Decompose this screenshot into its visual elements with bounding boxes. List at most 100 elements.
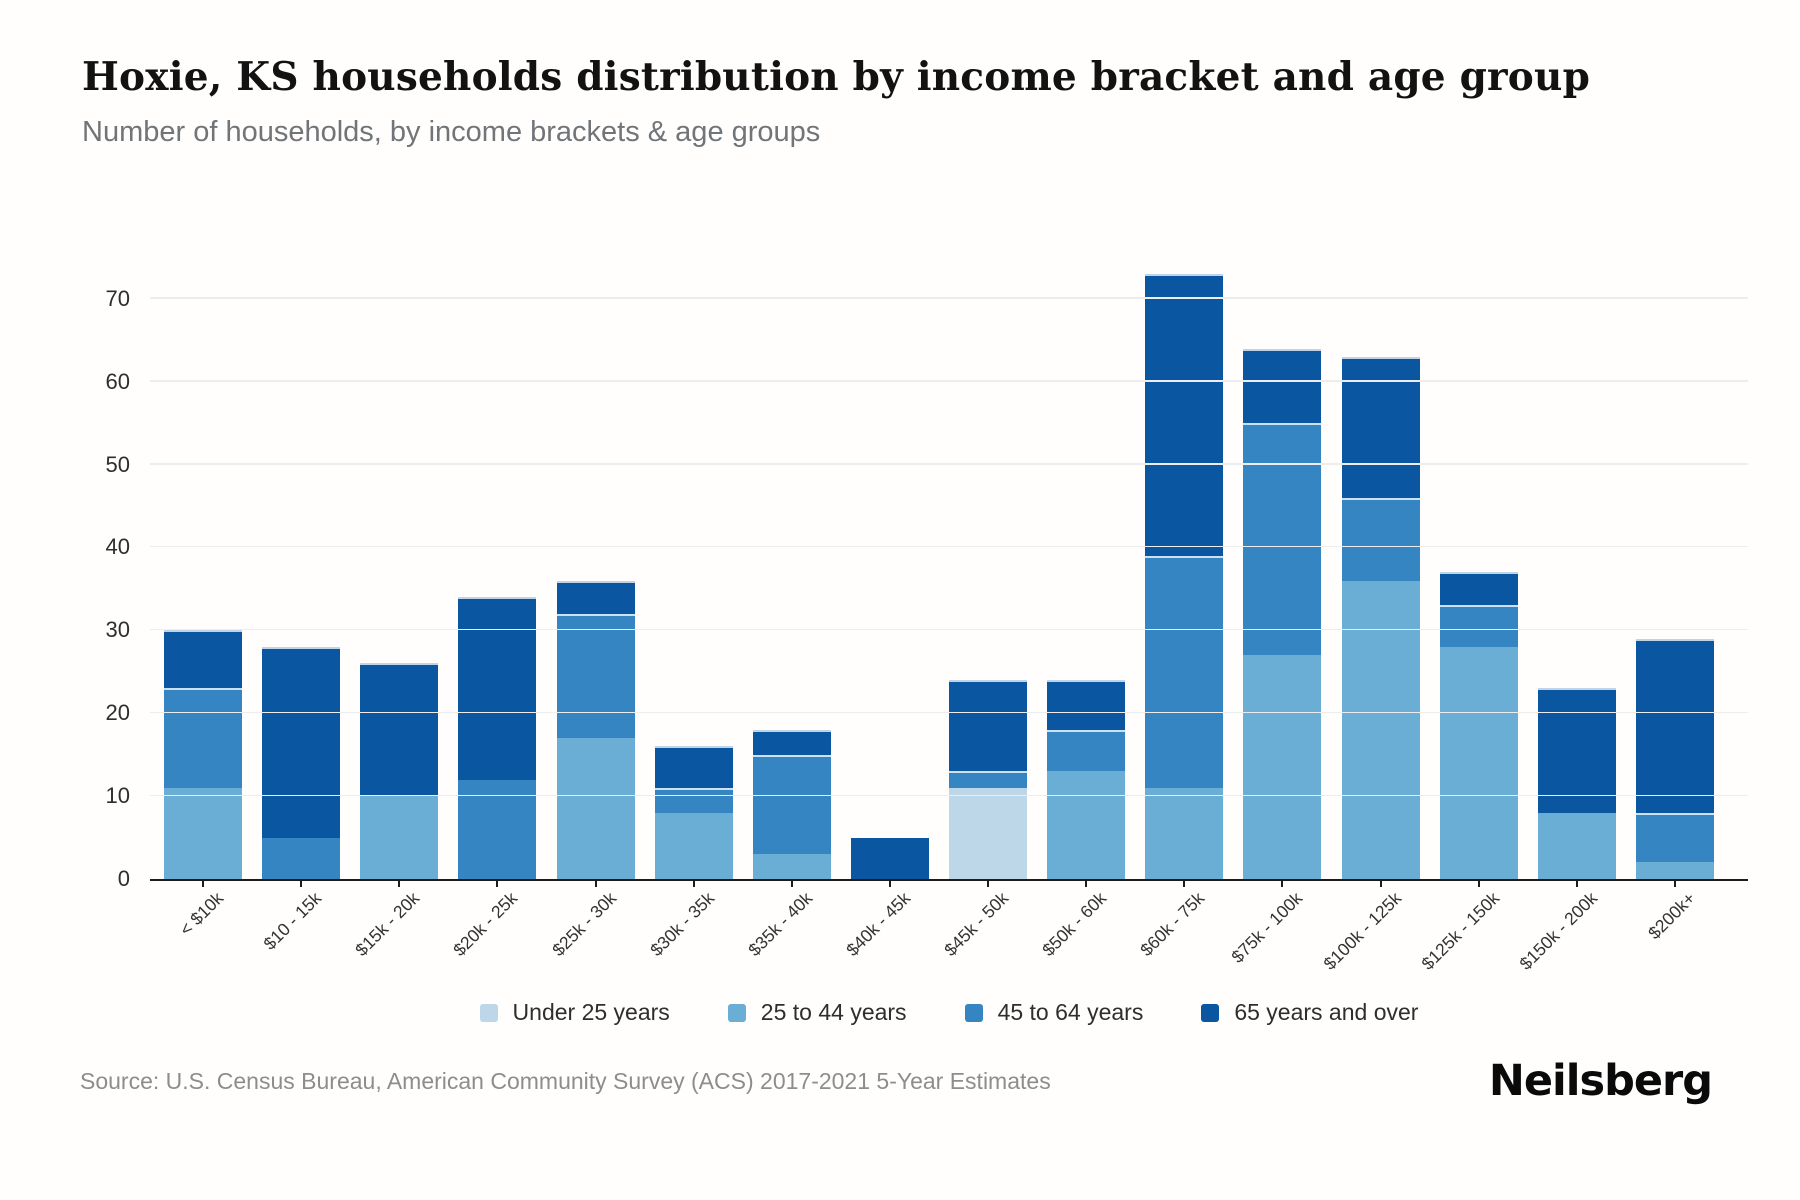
bar-segment-65-years-and-over[interactable] xyxy=(458,597,537,780)
bar-segment-65-years-and-over[interactable] xyxy=(262,646,341,838)
bar-segment-25-to-44-years[interactable] xyxy=(654,812,733,879)
plot-area: 0 10 20 30 40 50 60 70 < $10k $10 - 15k $15k - 20k… xyxy=(106,249,1748,974)
x-axis-tick xyxy=(1576,879,1578,887)
bar-segment-25-to-44-years[interactable] xyxy=(1635,862,1714,879)
y-axis-tick-label: 30 xyxy=(105,617,130,643)
x-axis-tick xyxy=(595,879,597,887)
bar-segment-45-to-64-years[interactable] xyxy=(1635,812,1714,863)
legend-label: 65 years and over xyxy=(1234,999,1419,1025)
bar-segment-45-to-64-years[interactable] xyxy=(654,787,733,813)
bar-15k-20k[interactable] xyxy=(360,249,439,879)
bar-segment-25-to-44-years[interactable] xyxy=(1145,787,1224,879)
bar-10k[interactable] xyxy=(164,249,242,879)
x-axis-tick xyxy=(791,879,793,887)
bar-segment-25-to-44-years[interactable] xyxy=(1439,646,1518,879)
x-axis-tick xyxy=(1281,879,1283,887)
bar-10-15k[interactable] xyxy=(262,249,341,879)
bar-segment-45-to-64-years[interactable] xyxy=(949,771,1027,788)
x-axis-tick xyxy=(1674,879,1676,887)
bar-segment-65-years-and-over[interactable] xyxy=(1145,273,1224,556)
bar-segment-25-to-44-years[interactable] xyxy=(752,854,831,879)
legend-swatch xyxy=(1201,1003,1220,1022)
x-axis-tick xyxy=(202,879,204,887)
bar-segment-45-to-64-years[interactable] xyxy=(1047,729,1126,772)
bar-60k-75k[interactable] xyxy=(1145,249,1224,879)
bar-35k-40k[interactable] xyxy=(752,249,831,879)
bar-segment-65-years-and-over[interactable] xyxy=(164,630,242,689)
bar-segment-65-years-and-over[interactable] xyxy=(1439,572,1518,606)
source-text: Source: U.S. Census Bureau, American Com… xyxy=(80,1067,1051,1094)
bar-50k-60k[interactable] xyxy=(1047,249,1126,879)
x-axis-tick xyxy=(1478,879,1480,887)
legend-label: Under 25 years xyxy=(512,999,670,1025)
legend-swatch xyxy=(479,1003,498,1022)
chart-header: Hoxie, KS households distribution by inc… xyxy=(0,0,1800,149)
x-axis-tick xyxy=(693,879,695,887)
bar-segment-45-to-64-years[interactable] xyxy=(556,613,635,739)
bar-25k-30k[interactable] xyxy=(556,249,635,879)
bar-segment-25-to-44-years[interactable] xyxy=(1537,812,1616,879)
bar-segment-65-years-and-over[interactable] xyxy=(1047,680,1126,730)
chart-area: 0 10 20 30 40 50 60 70 < $10k $10 - 15k $15k - 20k… xyxy=(106,249,1748,1026)
gridline xyxy=(150,628,1748,631)
bar-segment-45-to-64-years[interactable] xyxy=(1145,555,1224,788)
bar-200k[interactable] xyxy=(1635,249,1714,879)
bar-segment-45-to-64-years[interactable] xyxy=(262,837,341,879)
bar-segment-65-years-and-over[interactable] xyxy=(752,729,831,755)
bar-segment-65-years-and-over[interactable] xyxy=(556,580,635,614)
bar-segment-45-to-64-years[interactable] xyxy=(1439,605,1518,647)
legend-item-65-years-and-over[interactable]: 65 years and over xyxy=(1201,999,1418,1026)
bar-150k-200k[interactable] xyxy=(1537,249,1616,879)
y-axis-tick-label: 50 xyxy=(105,451,130,477)
y-axis-tick-label: 40 xyxy=(105,534,130,560)
bar-segment-45-to-64-years[interactable] xyxy=(752,754,831,855)
y-axis-tick-label: 20 xyxy=(105,700,130,726)
bar-segment-65-years-and-over[interactable] xyxy=(360,663,439,797)
legend-swatch xyxy=(964,1003,983,1022)
gridline xyxy=(150,545,1748,548)
legend-item-45-to-64-years[interactable]: 45 to 64 years xyxy=(964,999,1144,1026)
bar-segment-45-to-64-years[interactable] xyxy=(1341,497,1420,581)
bar-45k-50k[interactable] xyxy=(949,249,1027,879)
bar-segment-25-to-44-years[interactable] xyxy=(556,738,635,879)
legend: Under 25 years 25 to 44 years 45 to 64 yea… xyxy=(150,999,1748,1026)
bar-segment-65-years-and-over[interactable] xyxy=(654,746,733,788)
legend-item-under-25-years[interactable]: Under 25 years xyxy=(479,999,670,1026)
bar-segment-25-to-44-years[interactable] xyxy=(164,787,242,879)
legend-label: 45 to 64 years xyxy=(997,999,1144,1025)
chart-subtitle: Number of households, by income brackets… xyxy=(82,116,821,148)
bar-75k-100k[interactable] xyxy=(1243,249,1322,879)
x-axis-tick xyxy=(889,879,891,887)
bar-segment-45-to-64-years[interactable] xyxy=(458,779,537,879)
bar-segment-65-years-and-over[interactable] xyxy=(1243,348,1322,424)
x-axis-tick xyxy=(1183,879,1185,887)
bar-segment-65-years-and-over[interactable] xyxy=(949,680,1027,772)
bars-container xyxy=(164,249,1714,879)
gridline xyxy=(150,794,1748,797)
bar-40k-45k[interactable] xyxy=(850,249,929,879)
chart-title: Hoxie, KS households distribution by inc… xyxy=(82,54,1591,100)
legend-label: 25 to 44 years xyxy=(760,999,907,1025)
bar-segment-25-to-44-years[interactable] xyxy=(1341,580,1420,879)
bar-segment-25-to-44-years[interactable] xyxy=(1047,771,1126,879)
bar-segment-25-to-44-years[interactable] xyxy=(1243,655,1322,879)
y-axis-tick-label: 70 xyxy=(105,285,130,311)
bar-segment-45-to-64-years[interactable] xyxy=(164,688,242,788)
bar-segment-65-years-and-over[interactable] xyxy=(1341,356,1420,498)
bar-30k-35k[interactable] xyxy=(654,249,733,879)
y-axis-tick-label: 0 xyxy=(117,866,130,891)
bar-segment-under-25-years[interactable] xyxy=(949,787,1027,879)
bar-segment-65-years-and-over[interactable] xyxy=(850,837,929,879)
x-axis-tick xyxy=(300,879,302,887)
bar-segment-65-years-and-over[interactable] xyxy=(1537,688,1616,813)
bar-100k-125k[interactable] xyxy=(1341,249,1420,879)
x-axis-tick xyxy=(398,879,400,887)
bar-segment-25-to-44-years[interactable] xyxy=(360,796,439,879)
chart-footer: Source: U.S. Census Bureau, American Com… xyxy=(0,1056,1800,1106)
gridline xyxy=(150,463,1748,465)
legend-item-25-to-44-years[interactable]: 25 to 44 years xyxy=(727,999,907,1026)
bar-20k-25k[interactable] xyxy=(458,249,537,879)
bar-segment-65-years-and-over[interactable] xyxy=(1635,638,1714,813)
bar-125k-150k[interactable] xyxy=(1439,249,1518,879)
bar-segment-45-to-64-years[interactable] xyxy=(1243,423,1322,656)
